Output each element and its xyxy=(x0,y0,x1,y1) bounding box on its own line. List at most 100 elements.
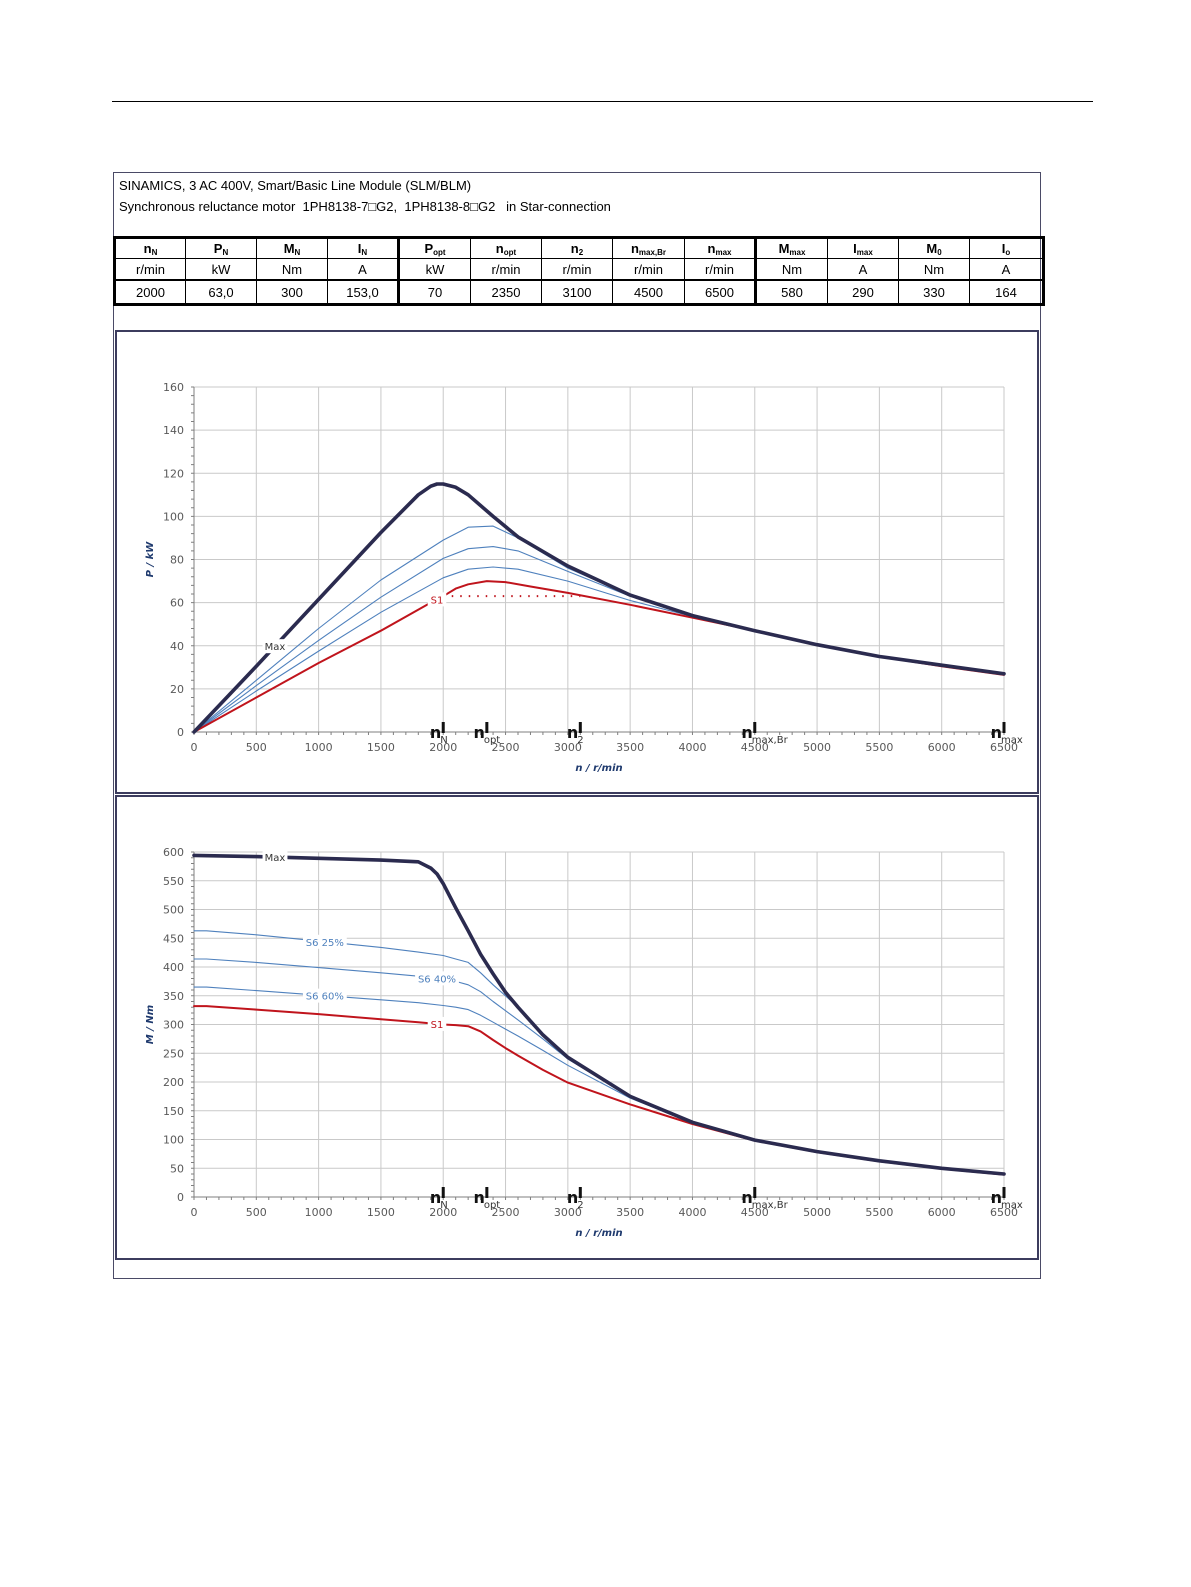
curve-label: S1 xyxy=(431,1020,444,1031)
table-symbol-cell: Io xyxy=(969,236,1045,259)
table-symbol-row: nN PN MN IN Popt nopt n2 nmax,Br nmax Mmax Imax M0 I… xyxy=(113,236,1045,259)
grid xyxy=(193,851,1005,1198)
table-symbol-cell: nopt xyxy=(470,236,542,259)
speed-marker-subscript: N xyxy=(440,735,447,746)
speed-marker-symbol: n xyxy=(473,1188,484,1207)
y-tick-label: 300 xyxy=(163,1019,184,1032)
x-tick-label: 6000 xyxy=(928,1206,956,1219)
power-chart-panel: 0 500 1000 1500 2000 2500 3000 3500 4000 4500 5000… xyxy=(115,330,1039,794)
y-tick-label: 160 xyxy=(163,381,184,394)
table-symbol-cell: nmax xyxy=(684,236,757,259)
curve-label: S6 40% xyxy=(418,974,456,985)
table-unit-cell: A xyxy=(969,258,1045,281)
x-tick-label: 500 xyxy=(246,741,267,754)
symbol-subscript: max xyxy=(856,247,873,257)
curve-label-background xyxy=(427,592,447,607)
y-tick-label: 100 xyxy=(163,1134,184,1147)
curve-label-background xyxy=(262,639,288,654)
symbol-subscript: N xyxy=(151,247,158,257)
x-tick-label: 0 xyxy=(191,741,198,754)
x-tick-label: 2000 xyxy=(429,1206,457,1219)
series-s6-25-line xyxy=(193,525,1005,733)
curve-label: Max xyxy=(265,642,286,653)
table-unit-cell: kW xyxy=(185,258,257,281)
speed-marker-symbol: n xyxy=(430,1188,441,1207)
speed-marker-tick xyxy=(753,722,757,733)
table-symbol-cell: Popt xyxy=(397,236,471,259)
symbol-subscript: opt xyxy=(433,247,446,257)
x-tick-label: 4000 xyxy=(678,741,706,754)
x-tick-label: 1000 xyxy=(305,741,333,754)
table-unit-cell: A xyxy=(827,258,899,281)
x-tick-label: 4500 xyxy=(741,1206,769,1219)
parameter-table: nN PN MN IN Popt nopt n2 nmax,Br nmax Mmax Imax M0 I… xyxy=(113,236,1045,306)
x-tick-label: 1000 xyxy=(305,1206,333,1219)
torque-chart: 0 500 1000 1500 2000 2500 3000 3500 4000 4500 5000… xyxy=(145,846,1023,1239)
x-tick-label: 3500 xyxy=(616,1206,644,1219)
x-tick-label: 5500 xyxy=(865,741,893,754)
speed-marker-symbol: n xyxy=(741,723,752,742)
symbol-subscript: N xyxy=(222,247,229,257)
table-value-cell: 580 xyxy=(754,279,828,306)
x-tick-label: 2500 xyxy=(492,1206,520,1219)
table-symbol-cell: Mmax xyxy=(754,236,828,259)
y-tick-label: 80 xyxy=(170,554,184,567)
speed-marker-subscript: opt xyxy=(484,1200,500,1211)
power-chart: 0 500 1000 1500 2000 2500 3000 3500 4000 4500 5000… xyxy=(145,381,1023,774)
x-tick-label: 3000 xyxy=(554,1206,582,1219)
y-tick-label: 140 xyxy=(163,424,184,437)
x-tick-label: 1500 xyxy=(367,741,395,754)
speed-marker-symbol: n xyxy=(473,723,484,742)
curve-label: S6 25% xyxy=(306,938,344,949)
speed-marker-subscript: max,Br xyxy=(752,1200,789,1211)
table-unit-cell: Nm xyxy=(754,258,828,281)
x-tick-label: 1500 xyxy=(367,1206,395,1219)
symbol-subscript: max,Br xyxy=(638,247,667,257)
symbol: M xyxy=(283,240,295,256)
table-value-cell: 164 xyxy=(969,279,1045,306)
speed-marker-tick xyxy=(441,722,445,733)
y-tick-label: 150 xyxy=(163,1105,184,1118)
symbol: M xyxy=(926,240,938,256)
y-tick-label: 200 xyxy=(163,1076,184,1089)
symbol: n xyxy=(707,240,716,256)
table-unit-cell: r/min xyxy=(470,258,542,281)
symbol-subscript: 2 xyxy=(578,247,584,257)
table-symbol-cell: MN xyxy=(256,236,328,259)
speed-marker-subscript: opt xyxy=(484,735,500,746)
symbol: P xyxy=(213,240,223,256)
y-tick-label: 40 xyxy=(170,640,184,653)
table-value-cell: 153,0 xyxy=(327,279,400,306)
curve-label-background xyxy=(302,934,347,949)
x-axis-title: n / r/min xyxy=(575,1228,622,1239)
x-tick-label: 5000 xyxy=(803,741,831,754)
y-tick-label: 50 xyxy=(170,1162,184,1175)
symbol-subscript: N xyxy=(294,247,301,257)
y-tick-label: 60 xyxy=(170,597,184,610)
series-s6-40-line xyxy=(193,546,1005,733)
speed-marker-tick xyxy=(1002,1187,1006,1198)
y-tick-label: 20 xyxy=(170,683,184,696)
speed-marker-subscript: 2 xyxy=(577,735,583,746)
table-unit-cell: Nm xyxy=(898,258,970,281)
y-axis-title: M / Nm xyxy=(145,1005,156,1044)
symbol-subscript: N xyxy=(361,247,368,257)
table-value-cell: 330 xyxy=(898,279,970,306)
curve-label: S1 xyxy=(431,595,444,606)
y-tick-label: 600 xyxy=(163,846,184,859)
symbol: I xyxy=(1001,240,1006,256)
speed-marker-tick xyxy=(441,1187,445,1198)
table-unit-cell: r/min xyxy=(541,258,613,281)
series-s6-60-line xyxy=(193,986,1005,1175)
x-axis-title: n / r/min xyxy=(575,763,622,774)
symbol: P xyxy=(424,240,434,256)
symbol: n xyxy=(143,240,152,256)
curve-label-background xyxy=(302,988,347,1003)
datasheet-frame: SINAMICS, 3 AC 400V, Smart/Basic Line Mo… xyxy=(113,172,1045,1279)
y-tick-label: 350 xyxy=(163,990,184,1003)
speed-marker-symbol: n xyxy=(430,723,441,742)
series-max-line xyxy=(192,482,1006,734)
speed-marker-tick xyxy=(485,1187,489,1198)
x-tick-label: 0 xyxy=(191,1206,198,1219)
